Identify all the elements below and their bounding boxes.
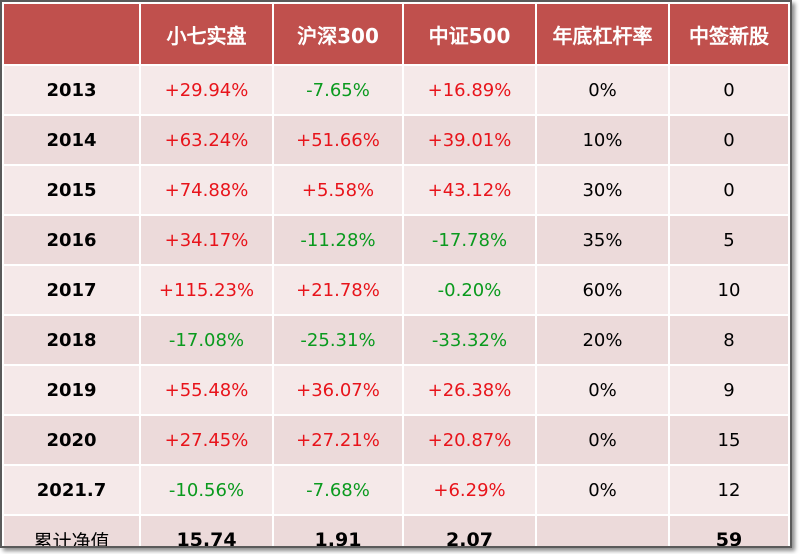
- hs300-return-cell: +51.66%: [272, 114, 404, 166]
- header-xiaoqi: 小七实盘: [139, 2, 274, 66]
- total-label: 累计净值: [2, 514, 141, 546]
- returns-table-frame: 小七实盘 沪深300 中证500 年底杠杆率 中签新股 2013 +29.94%…: [0, 0, 792, 548]
- xiaoqi-return-cell: +63.24%: [139, 114, 274, 166]
- year-cell: 2021.7: [2, 464, 141, 516]
- ipo-count-cell: 0: [668, 64, 790, 116]
- ipo-count-cell: 12: [668, 464, 790, 516]
- hs300-return-cell: +27.21%: [272, 414, 404, 466]
- zz500-return-cell: +26.38%: [402, 364, 537, 416]
- year-cell: 2013: [2, 64, 141, 116]
- xiaoqi-return-cell: -17.08%: [139, 314, 274, 366]
- leverage-cell: 0%: [535, 414, 670, 466]
- xiaoqi-return-cell: +74.88%: [139, 164, 274, 216]
- leverage-cell: 0%: [535, 64, 670, 116]
- header-corner: [2, 2, 141, 66]
- table-header: 小七实盘 沪深300 中证500 年底杠杆率 中签新股: [2, 2, 790, 66]
- hs300-return-cell: -25.31%: [272, 314, 404, 366]
- zz500-total-cell: 2.07: [402, 514, 537, 546]
- hs300-return-cell: -11.28%: [272, 214, 404, 266]
- leverage-cell: 30%: [535, 164, 670, 216]
- table-row: 2017 +115.23% +21.78% -0.20% 60% 10: [2, 264, 790, 316]
- hs300-return-cell: -7.65%: [272, 64, 404, 116]
- xiaoqi-return-cell: -10.56%: [139, 464, 274, 516]
- ipo-total-cell: 59: [668, 514, 790, 546]
- zz500-return-cell: +6.29%: [402, 464, 537, 516]
- leverage-cell: 0%: [535, 364, 670, 416]
- leverage-cell: 10%: [535, 114, 670, 166]
- leverage-total-cell: [535, 514, 670, 546]
- xiaoqi-total-cell: 15.74: [139, 514, 274, 546]
- hs300-return-cell: +5.58%: [272, 164, 404, 216]
- total-row: 累计净值 15.74 1.91 2.07 59: [2, 514, 790, 546]
- table-row: 2016 +34.17% -11.28% -17.78% 35% 5: [2, 214, 790, 266]
- hs300-return-cell: -7.68%: [272, 464, 404, 516]
- hs300-return-cell: +36.07%: [272, 364, 404, 416]
- table-row: 2019 +55.48% +36.07% +26.38% 0% 9: [2, 364, 790, 416]
- year-cell: 2018: [2, 314, 141, 366]
- table-row: 2018 -17.08% -25.31% -33.32% 20% 8: [2, 314, 790, 366]
- table-row: 2013 +29.94% -7.65% +16.89% 0% 0: [2, 64, 790, 116]
- header-hs300: 沪深300: [272, 2, 404, 66]
- year-cell: 2014: [2, 114, 141, 166]
- leverage-cell: 35%: [535, 214, 670, 266]
- xiaoqi-return-cell: +29.94%: [139, 64, 274, 116]
- year-cell: 2016: [2, 214, 141, 266]
- year-cell: 2017: [2, 264, 141, 316]
- leverage-cell: 0%: [535, 464, 670, 516]
- leverage-cell: 60%: [535, 264, 670, 316]
- hs300-return-cell: +21.78%: [272, 264, 404, 316]
- ipo-count-cell: 0: [668, 164, 790, 216]
- xiaoqi-return-cell: +55.48%: [139, 364, 274, 416]
- ipo-count-cell: 10: [668, 264, 790, 316]
- ipo-count-cell: 15: [668, 414, 790, 466]
- zz500-return-cell: +20.87%: [402, 414, 537, 466]
- leverage-cell: 20%: [535, 314, 670, 366]
- ipo-count-cell: 5: [668, 214, 790, 266]
- zz500-return-cell: -0.20%: [402, 264, 537, 316]
- header-zz500: 中证500: [402, 2, 537, 66]
- table-row: 2014 +63.24% +51.66% +39.01% 10% 0: [2, 114, 790, 166]
- table-body: 2013 +29.94% -7.65% +16.89% 0% 0 2014 +6…: [2, 64, 790, 546]
- header-leverage: 年底杠杆率: [535, 2, 670, 66]
- table-row: 2021.7 -10.56% -7.68% +6.29% 0% 12: [2, 464, 790, 516]
- header-ipo: 中签新股: [668, 2, 790, 66]
- table-row: 2020 +27.45% +27.21% +20.87% 0% 15: [2, 414, 790, 466]
- ipo-count-cell: 8: [668, 314, 790, 366]
- header-row: 小七实盘 沪深300 中证500 年底杠杆率 中签新股: [2, 2, 790, 66]
- year-cell: 2020: [2, 414, 141, 466]
- zz500-return-cell: +43.12%: [402, 164, 537, 216]
- year-cell: 2019: [2, 364, 141, 416]
- hs300-total-cell: 1.91: [272, 514, 404, 546]
- returns-table: 小七实盘 沪深300 中证500 年底杠杆率 中签新股 2013 +29.94%…: [2, 2, 790, 546]
- ipo-count-cell: 0: [668, 114, 790, 166]
- zz500-return-cell: -17.78%: [402, 214, 537, 266]
- ipo-count-cell: 9: [668, 364, 790, 416]
- table-row: 2015 +74.88% +5.58% +43.12% 30% 0: [2, 164, 790, 216]
- xiaoqi-return-cell: +115.23%: [139, 264, 274, 316]
- xiaoqi-return-cell: +34.17%: [139, 214, 274, 266]
- year-cell: 2015: [2, 164, 141, 216]
- zz500-return-cell: -33.32%: [402, 314, 537, 366]
- zz500-return-cell: +39.01%: [402, 114, 537, 166]
- zz500-return-cell: +16.89%: [402, 64, 537, 116]
- xiaoqi-return-cell: +27.45%: [139, 414, 274, 466]
